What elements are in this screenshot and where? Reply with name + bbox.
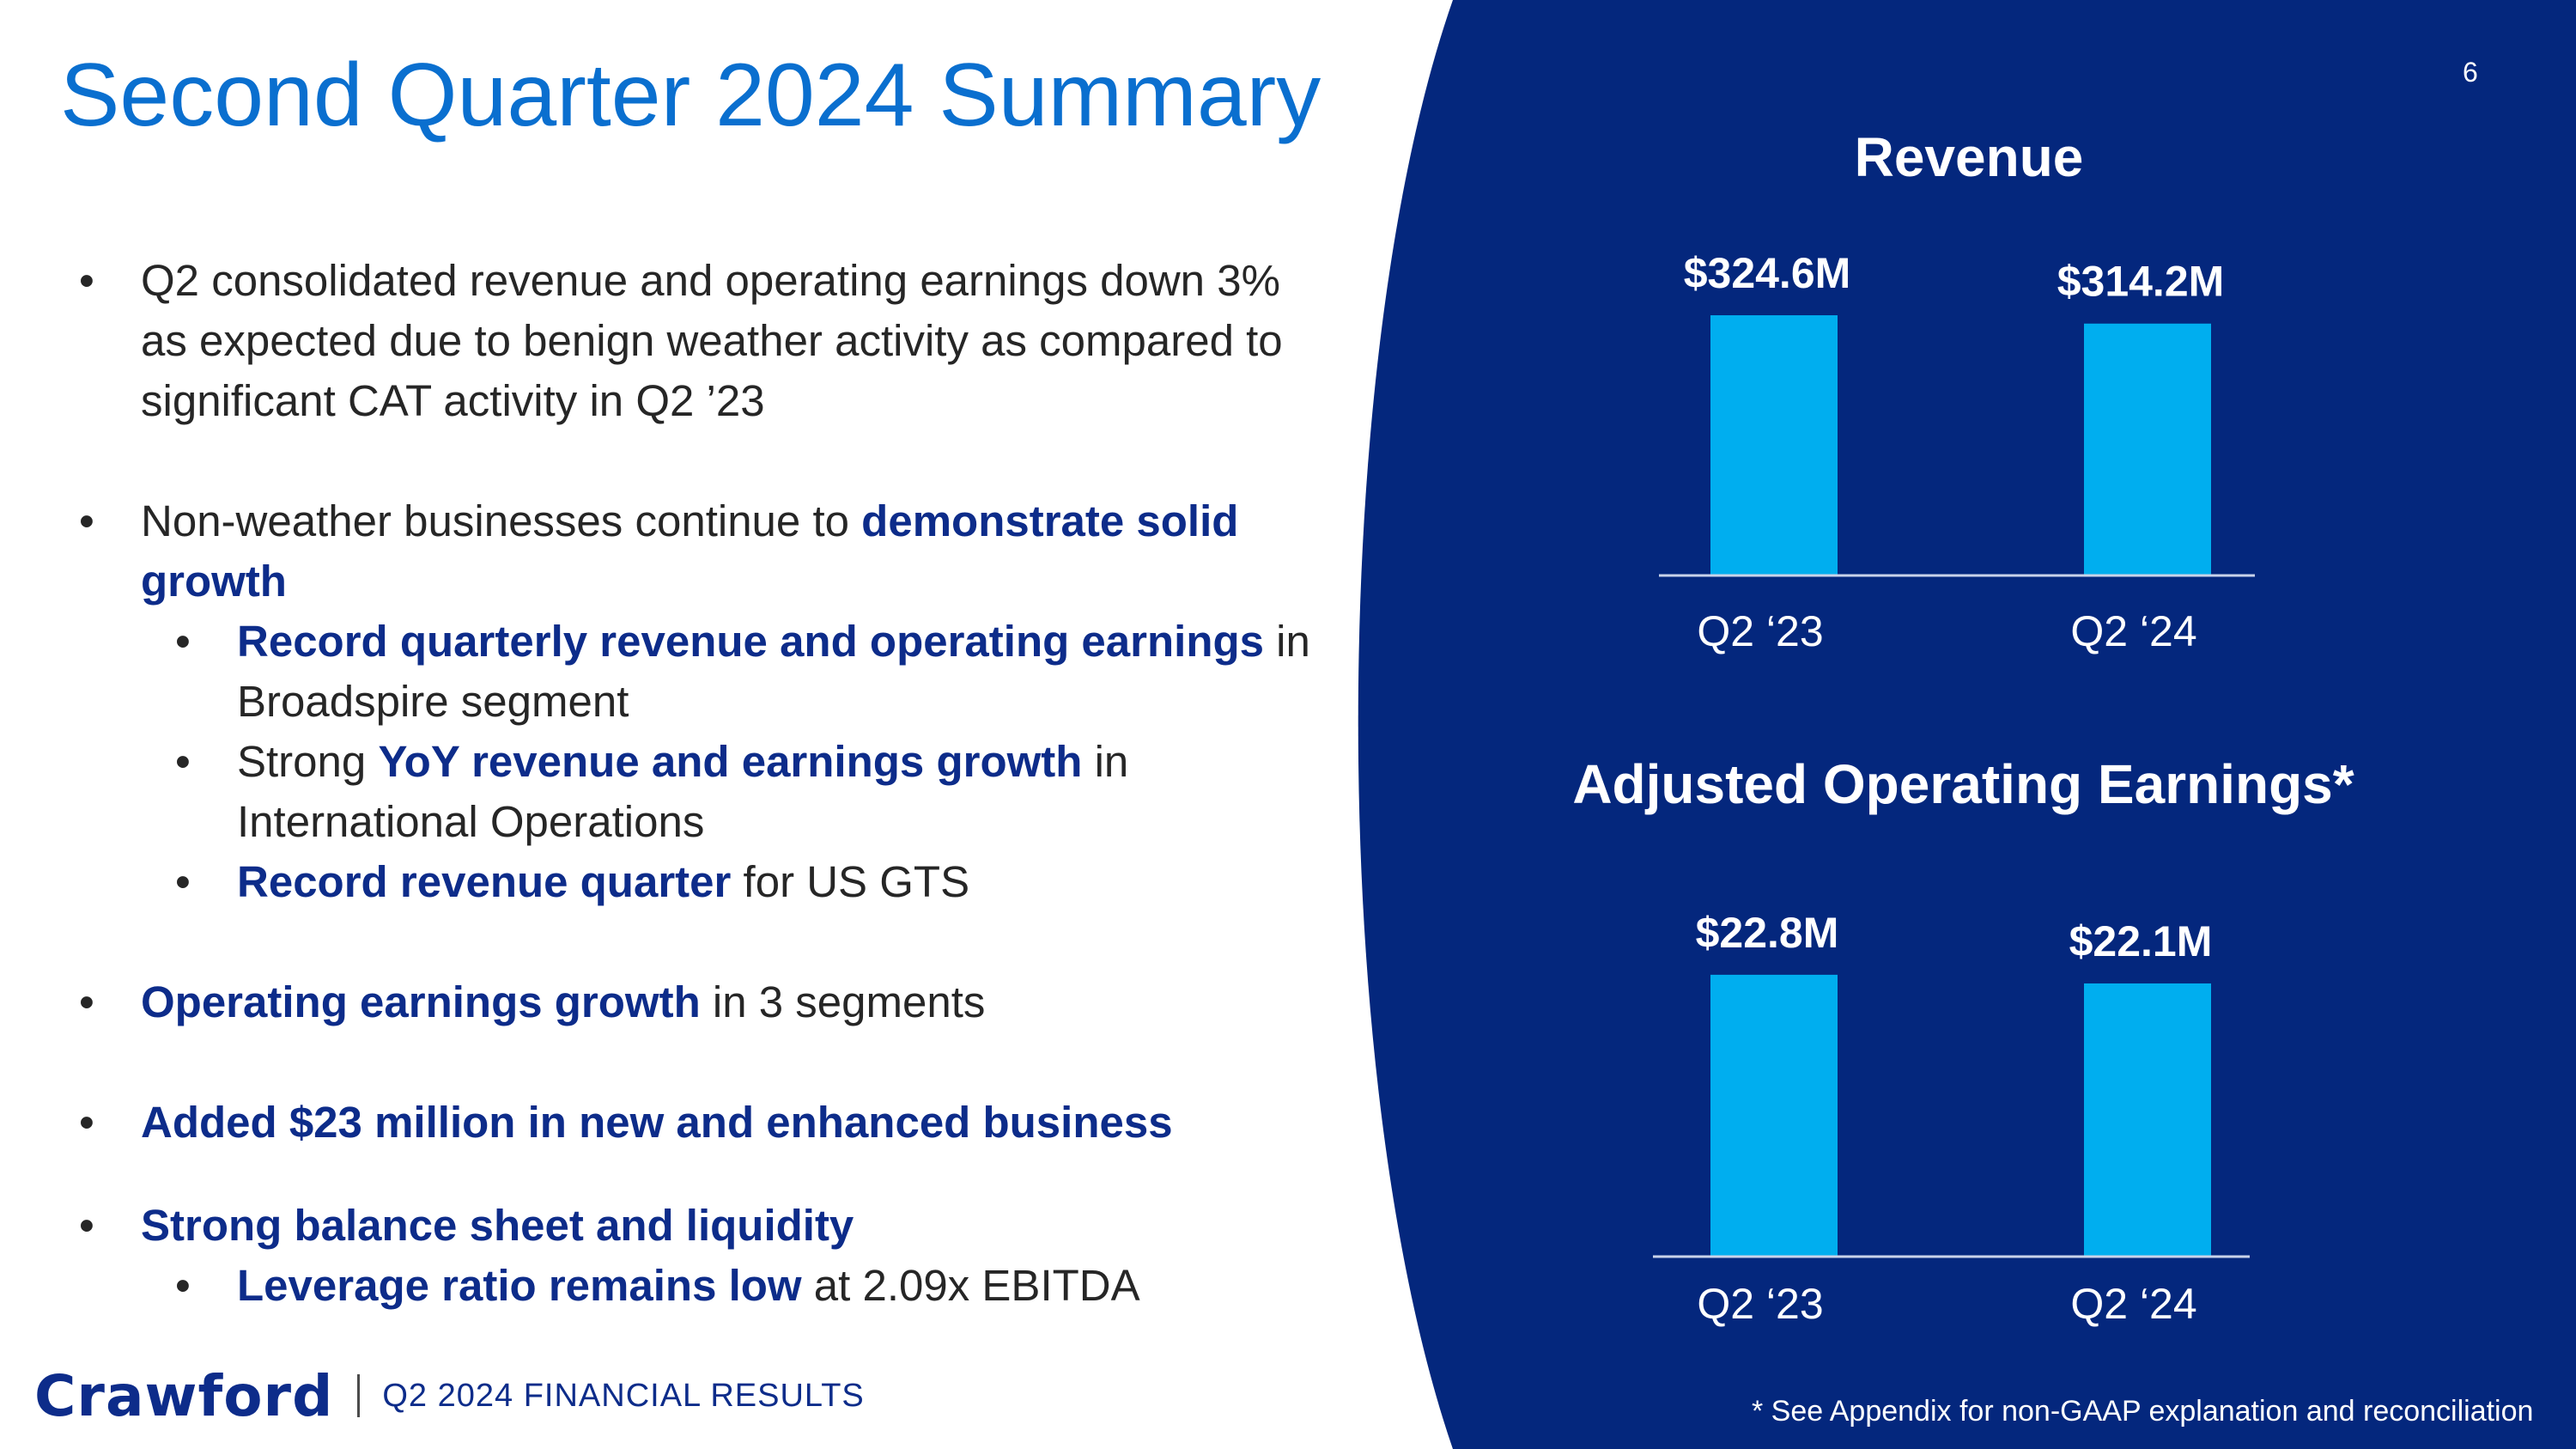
bar: [2084, 323, 2211, 575]
crawford-logo: Crawford: [34, 1362, 334, 1429]
bullet-item: Operating earnings growth in 3 segments: [79, 972, 1315, 1032]
chart-title: Revenue: [1855, 126, 2084, 188]
footer-divider: [357, 1374, 361, 1417]
footnote: * See Appendix for non-GAAP explanation …: [1752, 1395, 2534, 1428]
bullet-emphasis: Record revenue quarter: [237, 857, 732, 906]
bullet-text: Q2 consolidated revenue and operating ea…: [141, 256, 1283, 425]
adjusted-operating-earnings-chart: Adjusted Operating Earnings* $22.8M Q2 ‘23…: [1572, 753, 2354, 1328]
category-label: Q2 ‘23: [1697, 607, 1823, 655]
bar: [2084, 983, 2211, 1257]
footer: Crawford Q2 2024 FINANCIAL RESULTS: [34, 1362, 865, 1429]
bullet-text: in Broadspire segment: [237, 617, 1310, 726]
bullet-text: Strong: [237, 737, 379, 786]
bar-value-label: $22.8M: [1696, 909, 1839, 957]
sub-bullet-item: Leverage ratio remains low at 2.09x EBIT…: [79, 1256, 1315, 1316]
bullet-emphasis: Record quarterly revenue and operating e…: [237, 617, 1264, 666]
bullet-item: Q2 consolidated revenue and operating ea…: [79, 251, 1315, 431]
bar-value-label: $314.2M: [2057, 258, 2225, 306]
category-label: Q2 ‘23: [1697, 1280, 1823, 1328]
sub-bullet-item: Record revenue quarter for US GTS: [79, 852, 1315, 912]
chart-title: Adjusted Operating Earnings*: [1572, 753, 2354, 815]
bullet-item: Added $23 million in new and enhanced bu…: [79, 1093, 1315, 1153]
summary-bullet-list: Q2 consolidated revenue and operating ea…: [79, 251, 1315, 1316]
bullet-emphasis: demonstrate solid growth: [141, 496, 1239, 606]
bar-value-label: $324.6M: [1684, 249, 1851, 297]
revenue-chart: Revenue $324.6M Q2 ‘23 $314.2M Q2 ‘24: [1659, 126, 2255, 655]
sub-bullet-item: Strong YoY revenue and earnings growth i…: [79, 732, 1315, 852]
page-title: Second Quarter 2024 Summary: [60, 46, 1321, 145]
bullet-emphasis: Strong balance sheet and liquidity: [141, 1201, 854, 1250]
bar-value-label: $22.1M: [2069, 917, 2213, 965]
bullet-item: Strong balance sheet and liquidity: [79, 1196, 1315, 1256]
category-label: Q2 ‘24: [2070, 607, 2196, 655]
footer-text: Q2 2024 FINANCIAL RESULTS: [382, 1377, 865, 1414]
category-label: Q2 ‘24: [2070, 1280, 2196, 1328]
bullet-item: Non-weather businesses continue to demon…: [79, 491, 1315, 612]
bullet-emphasis: Added $23 million in new and enhanced bu…: [141, 1098, 1173, 1147]
bar: [1710, 315, 1838, 575]
bullet-text: at 2.09x EBITDA: [801, 1261, 1140, 1310]
bullet-emphasis: YoY revenue and earnings growth: [378, 737, 1083, 786]
page-number: 6: [2463, 57, 2478, 88]
bar: [1710, 974, 1838, 1257]
bullet-emphasis: Leverage ratio remains low: [237, 1261, 802, 1310]
bullet-text: in 3 segments: [700, 977, 986, 1026]
bullet-text: Non-weather businesses continue to: [141, 496, 862, 545]
bullet-text: in International Operations: [237, 737, 1129, 846]
sub-bullet-item: Record quarterly revenue and operating e…: [79, 612, 1315, 732]
bullet-emphasis: Operating earnings growth: [141, 977, 701, 1026]
bullet-text: for US GTS: [731, 857, 970, 906]
